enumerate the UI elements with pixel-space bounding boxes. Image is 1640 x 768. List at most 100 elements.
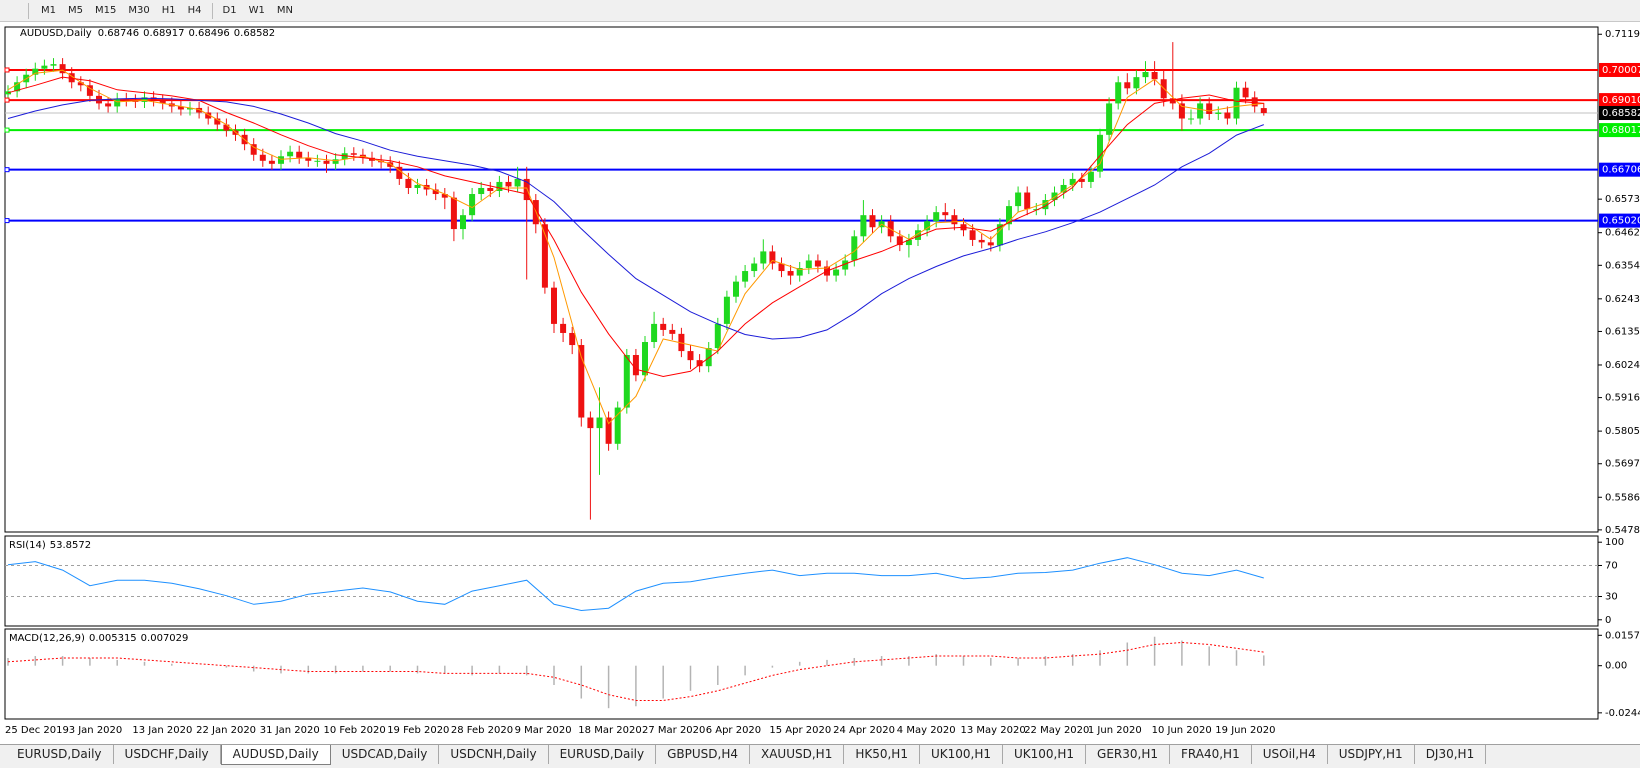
candle-body bbox=[632, 355, 639, 376]
candle-body bbox=[596, 417, 603, 429]
indicator-value: 0.005315 bbox=[89, 633, 137, 644]
candle-body bbox=[396, 166, 403, 179]
candle-body bbox=[651, 323, 658, 343]
indicator-label: RSI(14) 53.8572 bbox=[9, 540, 91, 551]
candle-body bbox=[1124, 82, 1131, 89]
chart-tab[interactable]: GER30,H1 bbox=[1086, 745, 1170, 764]
candle-body bbox=[733, 281, 739, 297]
candle-body bbox=[1151, 72, 1158, 80]
candle-body bbox=[1251, 97, 1258, 107]
candle-body bbox=[441, 194, 448, 198]
candle-body bbox=[278, 156, 284, 164]
candle-body bbox=[32, 68, 39, 75]
candle-body bbox=[50, 64, 57, 66]
chart-tab[interactable]: DJ30,H1 bbox=[1415, 745, 1487, 764]
candle-body bbox=[1060, 184, 1067, 193]
candle-body bbox=[414, 184, 421, 188]
level-label: 0.69010 bbox=[1602, 95, 1640, 106]
price-plot bbox=[5, 42, 1598, 520]
candle-body bbox=[432, 189, 439, 195]
candle-body bbox=[669, 329, 676, 334]
candle-body bbox=[742, 271, 749, 282]
candle-body bbox=[323, 160, 330, 164]
candle-body bbox=[1142, 72, 1149, 78]
candle-body bbox=[1178, 103, 1185, 119]
y-tick-label: 0.015741 bbox=[1605, 630, 1640, 641]
candle-body bbox=[1206, 103, 1213, 114]
candle-body bbox=[614, 407, 621, 444]
candle-body bbox=[1042, 200, 1049, 210]
candle-body bbox=[250, 144, 257, 155]
x-tick-label: 3 Jan 2020 bbox=[69, 725, 123, 736]
chart-tab[interactable]: UK100,H1 bbox=[920, 745, 1003, 764]
x-tick-label: 27 Mar 2020 bbox=[642, 725, 705, 736]
chart-tab[interactable]: USOil,H4 bbox=[1252, 745, 1328, 764]
level-label-box bbox=[1599, 123, 1640, 138]
candle-body bbox=[541, 224, 548, 288]
timeframe-button[interactable]: M1 bbox=[41, 4, 56, 16]
timeframe-button[interactable]: M30 bbox=[128, 4, 150, 16]
timeframe-button[interactable]: D1 bbox=[222, 4, 237, 16]
candle-body bbox=[1106, 103, 1113, 135]
chart-tabs: EURUSD,Daily USDCHF,Daily AUDUSD,Daily USDC… bbox=[0, 744, 1640, 768]
y-tick-label: 70 bbox=[1605, 560, 1618, 571]
level-label: 0.70007 bbox=[1602, 65, 1640, 76]
candle-body bbox=[478, 187, 485, 195]
x-tick-label: 22 Jan 2020 bbox=[196, 725, 256, 736]
moving-average bbox=[7, 69, 1264, 425]
candle-body bbox=[1115, 82, 1122, 104]
indicator-value: 53.8572 bbox=[50, 540, 91, 551]
chart-tab[interactable]: AUDUSD,Daily bbox=[220, 745, 331, 765]
timeframe-button[interactable]: M15 bbox=[95, 4, 117, 16]
candle-body bbox=[605, 417, 612, 444]
indicator-value: 0.007029 bbox=[141, 633, 189, 644]
chart-tab[interactable]: HK50,H1 bbox=[844, 745, 920, 764]
candle-body bbox=[623, 355, 630, 408]
chart-tab[interactable]: UK100,H1 bbox=[1003, 745, 1087, 764]
chart-tab[interactable]: USDJPY,H1 bbox=[1328, 745, 1415, 764]
y-tick-label: 30 bbox=[1605, 592, 1618, 603]
chart-tab[interactable]: USDCNH,Daily bbox=[439, 745, 549, 764]
candle-body bbox=[860, 215, 867, 237]
x-tick-label: 28 Feb 2020 bbox=[451, 725, 513, 736]
chart-tab[interactable]: EURUSD,Daily bbox=[6, 745, 114, 764]
indicator-name: RSI(14) bbox=[9, 540, 46, 551]
toolbar-grip bbox=[6, 2, 29, 19]
chart-tab[interactable]: XAUUSD,H1 bbox=[750, 745, 845, 764]
high-value: 0.68917 bbox=[143, 28, 184, 39]
candle-body bbox=[214, 118, 221, 125]
timeframe-button[interactable]: MN bbox=[276, 4, 293, 16]
candle-body bbox=[787, 271, 794, 276]
candle-body bbox=[1133, 77, 1140, 89]
candle-body bbox=[105, 103, 112, 107]
chart-tab[interactable]: GBPUSD,H4 bbox=[656, 745, 750, 764]
timeframe-button[interactable]: W1 bbox=[248, 4, 265, 16]
timeframe-button[interactable]: H1 bbox=[161, 4, 176, 16]
candle-body bbox=[141, 97, 148, 102]
candle-body bbox=[969, 230, 976, 240]
candle-body bbox=[678, 333, 685, 352]
candle-body bbox=[5, 91, 11, 95]
candle-body bbox=[1188, 118, 1194, 120]
chart-tab[interactable]: EURUSD,Daily bbox=[549, 745, 657, 764]
timeframe-button[interactable]: M5 bbox=[68, 4, 83, 16]
chart-tab[interactable]: USDCHF,Daily bbox=[114, 745, 221, 764]
candle-body bbox=[705, 348, 712, 367]
level-handle bbox=[4, 97, 10, 103]
x-tick-label: 9 Mar 2020 bbox=[515, 725, 572, 736]
chart-tab[interactable]: USDCAD,Daily bbox=[331, 745, 440, 764]
candle-body bbox=[86, 85, 93, 96]
open-value: 0.68746 bbox=[98, 28, 139, 39]
candle-body bbox=[905, 239, 912, 246]
chart-tab[interactable]: FRA40,H1 bbox=[1170, 745, 1252, 764]
timeframe-button[interactable]: H4 bbox=[187, 4, 202, 16]
